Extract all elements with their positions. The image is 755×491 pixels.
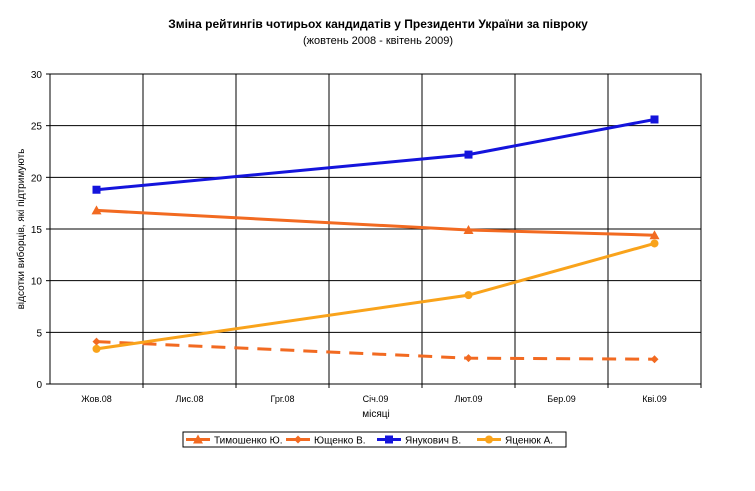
y-tick-label: 30 (31, 70, 43, 81)
legend-marker (485, 435, 493, 444)
data-point (92, 185, 101, 194)
legend-box (182, 431, 567, 448)
x-tick-label: Бер.09 (547, 394, 575, 404)
data-point (91, 205, 102, 215)
y-tick-label: 0 (36, 380, 42, 391)
y-tick-label: 5 (36, 328, 42, 339)
x-tick-label: Лис.08 (176, 394, 204, 404)
data-point (650, 115, 659, 124)
data-point (650, 355, 659, 364)
data-point (464, 291, 473, 300)
x-tick-label: Січ.09 (363, 394, 389, 404)
y-tick-label: 25 (31, 122, 43, 133)
legend-label: Янукович В. (405, 436, 461, 447)
data-point (464, 150, 473, 159)
data-point (92, 344, 101, 353)
y-tick-label: 15 (31, 225, 43, 236)
data-point (464, 354, 473, 363)
x-tick-label: Грг.08 (270, 394, 294, 404)
x-tick-label: Кві.09 (642, 394, 667, 404)
chart-title: Зміна рейтингів чотирьох кандидатів у Пр… (168, 17, 588, 31)
data-point (649, 230, 660, 240)
y-tick-label: 10 (31, 277, 43, 288)
x-tick-label: Жов.08 (81, 394, 112, 404)
legend-label: Тимошенко Ю. (214, 436, 283, 447)
legend-marker (385, 435, 393, 444)
data-point (463, 225, 474, 235)
legend-label: Яценюк А. (505, 436, 553, 447)
x-tick-label: Лют.09 (454, 394, 482, 404)
data-point (650, 239, 659, 248)
chart-subtitle: (жовтень 2008 - квітень 2009) (303, 35, 453, 47)
legend: Тимошенко Ю. Ющенко В. Янукович В. Яценюк А… (182, 431, 567, 448)
y-axis-label: відсотки виборців, які підтримують (15, 149, 27, 310)
legend-marker (294, 435, 302, 444)
legend-label: Ющенко В. (314, 436, 366, 447)
y-tick-label: 20 (31, 173, 43, 184)
x-axis-label: місяці (362, 409, 389, 420)
data-point (92, 337, 101, 346)
legend-marker (193, 434, 203, 444)
